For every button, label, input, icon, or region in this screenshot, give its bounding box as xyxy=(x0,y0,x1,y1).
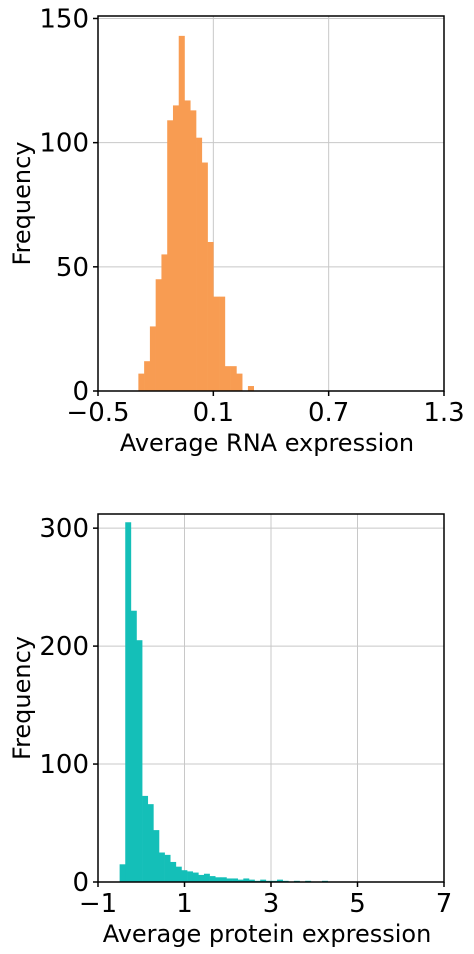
plot-frame xyxy=(97,513,445,883)
bar xyxy=(247,386,254,391)
y-tick-label: 0 xyxy=(72,377,89,407)
bar xyxy=(192,872,199,882)
bar xyxy=(170,861,177,882)
bar xyxy=(155,279,162,391)
x-tick-label: −1 xyxy=(79,889,117,919)
bar xyxy=(181,870,188,882)
bar xyxy=(237,879,244,882)
bar xyxy=(125,522,132,882)
bar xyxy=(219,296,226,391)
x-tick-label: 3 xyxy=(263,889,280,919)
bar xyxy=(178,35,185,391)
x-axis-label: Average RNA expression xyxy=(120,429,414,457)
bar xyxy=(277,879,283,882)
bar xyxy=(209,876,216,882)
x-tick-label: −0.5 xyxy=(66,398,129,428)
bar xyxy=(248,879,255,882)
x-tick-label: 7 xyxy=(436,889,453,919)
x-tick-label: 0.1 xyxy=(193,398,234,428)
bar xyxy=(172,105,180,391)
x-axis-label: Average protein expression xyxy=(103,920,432,948)
bar xyxy=(207,241,214,391)
bar xyxy=(142,795,149,882)
y-tick-label: 0 xyxy=(72,868,89,898)
bar xyxy=(153,830,160,882)
bar xyxy=(203,873,210,882)
bar xyxy=(138,373,145,391)
bar xyxy=(144,361,151,391)
bar xyxy=(215,877,222,882)
plot-frame xyxy=(97,15,445,392)
bar xyxy=(175,866,182,882)
bar xyxy=(220,877,227,882)
y-tick-label: 50 xyxy=(56,253,89,283)
y-axis-label: Frequency xyxy=(8,636,36,760)
bar xyxy=(260,879,267,882)
y-tick-label: 150 xyxy=(39,4,89,34)
bar xyxy=(147,804,154,882)
y-tick-label: 200 xyxy=(39,632,89,662)
bar xyxy=(190,110,197,392)
bar xyxy=(164,854,171,882)
x-tick-label: 1.3 xyxy=(423,398,464,428)
bar xyxy=(119,864,126,882)
bar xyxy=(236,373,243,391)
bar xyxy=(149,326,156,391)
bar xyxy=(230,366,237,391)
bar xyxy=(184,100,191,392)
bar xyxy=(130,610,137,882)
y-axis-label: Frequency xyxy=(8,142,36,266)
bar xyxy=(136,640,143,882)
y-tick-label: 100 xyxy=(39,129,89,159)
bar xyxy=(201,162,208,391)
bar xyxy=(243,878,250,882)
bar xyxy=(196,137,203,391)
bar xyxy=(167,120,174,392)
x-tick-label: 0.7 xyxy=(308,398,349,428)
bar xyxy=(232,878,238,882)
y-tick-label: 300 xyxy=(39,514,89,544)
x-tick-label: 5 xyxy=(349,889,366,919)
bar xyxy=(161,254,168,391)
bar xyxy=(198,874,205,882)
x-tick-label: 1 xyxy=(176,889,193,919)
bar xyxy=(187,871,194,882)
bar xyxy=(158,852,165,882)
y-tick-label: 100 xyxy=(39,750,89,780)
bar xyxy=(226,878,233,882)
bar xyxy=(224,366,231,391)
bar xyxy=(213,296,220,391)
